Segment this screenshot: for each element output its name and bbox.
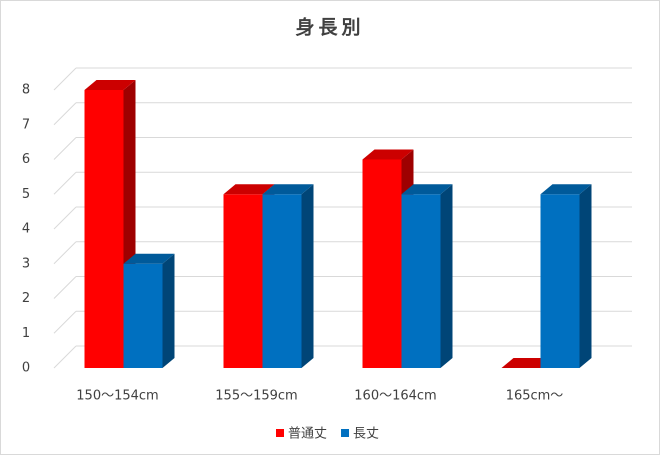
grid-line-side: [53, 345, 77, 369]
y-tick-label: 4: [22, 222, 30, 237]
bar: [262, 194, 302, 368]
bar-side: [301, 184, 314, 368]
legend-label: 長丈: [353, 427, 379, 442]
legend-swatch: [341, 429, 350, 437]
grid-line-side: [53, 171, 77, 195]
grid-line-side: [53, 102, 77, 126]
bar-top: [540, 184, 592, 195]
grid-line-side: [53, 276, 77, 299]
bar-side: [579, 184, 592, 368]
bar-top: [123, 253, 175, 264]
bar: [84, 90, 124, 368]
y-tick-label: 3: [22, 256, 30, 271]
x-tick-label: 160～164cm: [354, 389, 436, 404]
y-tick-label: 8: [22, 83, 30, 98]
bar-side: [162, 253, 175, 368]
bar: [362, 159, 402, 368]
y-tick-label: 1: [22, 326, 30, 341]
bar: [223, 194, 263, 368]
grid-line-side: [53, 206, 77, 230]
grid-line-side: [53, 137, 77, 160]
bar-top: [401, 184, 453, 195]
bar: [540, 194, 580, 368]
bar-top: [362, 149, 414, 160]
bar-top: [501, 358, 553, 368]
chart-title: 身長別: [295, 16, 364, 39]
x-tick-label: 150～154cm: [76, 389, 158, 404]
grid-line-side: [53, 310, 77, 334]
y-tick-label: 6: [22, 152, 30, 167]
grid-line-side: [53, 67, 77, 91]
bar-top: [84, 80, 136, 90]
bar-top: [262, 184, 314, 195]
legend-label: 普通丈: [288, 427, 327, 442]
bar: [401, 194, 441, 368]
bar: [123, 263, 163, 368]
y-tick-label: 5: [22, 187, 30, 202]
y-tick-label: 0: [22, 361, 30, 376]
legend-swatch: [276, 429, 284, 437]
bar-top: [223, 184, 275, 195]
x-tick-label: 165cm～: [506, 389, 564, 404]
y-tick-label: 7: [22, 117, 30, 132]
x-tick-label: 155～159cm: [215, 389, 297, 404]
y-tick-label: 2: [22, 291, 30, 306]
bar-side: [440, 184, 453, 368]
grid-line-side: [53, 241, 77, 265]
